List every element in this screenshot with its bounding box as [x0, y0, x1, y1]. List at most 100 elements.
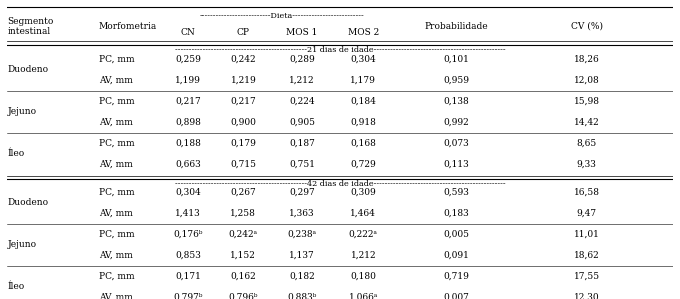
Text: 0,715: 0,715: [231, 159, 256, 169]
Text: 12,30: 12,30: [574, 293, 599, 299]
Text: 0,171: 0,171: [175, 272, 201, 281]
Text: 0,593: 0,593: [443, 188, 470, 197]
Text: MOS 1: MOS 1: [286, 28, 318, 37]
Text: 16,58: 16,58: [573, 188, 600, 197]
Text: PC, mm: PC, mm: [99, 188, 135, 197]
Text: CP: CP: [237, 28, 250, 37]
Text: 0,168: 0,168: [350, 138, 376, 147]
Text: AV, mm: AV, mm: [99, 76, 133, 85]
Text: PC, mm: PC, mm: [99, 272, 135, 281]
Text: 0,992: 0,992: [444, 118, 469, 126]
Text: PC, mm: PC, mm: [99, 55, 135, 64]
Text: 0,224: 0,224: [289, 97, 315, 106]
Text: 9,33: 9,33: [577, 159, 596, 169]
Text: 0,918: 0,918: [350, 118, 376, 126]
Text: 15,98: 15,98: [573, 97, 600, 106]
Text: 0,663: 0,663: [175, 159, 201, 169]
Text: 0,217: 0,217: [175, 97, 201, 106]
Text: 0,188: 0,188: [175, 138, 201, 147]
Text: 1,066ᵃ: 1,066ᵃ: [349, 293, 378, 299]
Text: PC, mm: PC, mm: [99, 97, 135, 106]
Text: 0,183: 0,183: [444, 209, 469, 218]
Text: 0,729: 0,729: [350, 159, 376, 169]
Text: 0,073: 0,073: [444, 138, 469, 147]
Text: 0,797ᵇ: 0,797ᵇ: [173, 293, 203, 299]
Text: 0,180: 0,180: [350, 272, 376, 281]
Text: 11,01: 11,01: [574, 230, 600, 239]
Text: 0,187: 0,187: [289, 138, 315, 147]
Text: MOS 2: MOS 2: [347, 28, 379, 37]
Text: 0,242: 0,242: [231, 55, 256, 64]
Text: 1,199: 1,199: [175, 76, 201, 85]
Text: 0,898: 0,898: [175, 118, 201, 126]
Text: 18,62: 18,62: [574, 251, 600, 260]
Text: 1,258: 1,258: [231, 209, 256, 218]
Text: 0,259: 0,259: [175, 55, 201, 64]
Text: 0,905: 0,905: [289, 118, 315, 126]
Text: Jejuno: Jejuno: [7, 107, 37, 116]
Text: ------------------------------------------------21 dias de idade----------------: ----------------------------------------…: [175, 46, 505, 54]
Text: PC, mm: PC, mm: [99, 230, 135, 239]
Text: 0,883ᵇ: 0,883ᵇ: [288, 293, 317, 299]
Text: 0,289: 0,289: [289, 55, 315, 64]
Text: 0,179: 0,179: [231, 138, 256, 147]
Text: 0,222ᵃ: 0,222ᵃ: [349, 230, 378, 239]
Text: 0,007: 0,007: [443, 293, 470, 299]
Text: 0,853: 0,853: [175, 251, 201, 260]
Text: 0,304: 0,304: [350, 55, 376, 64]
Text: 0,217: 0,217: [231, 97, 256, 106]
Text: --------------------------Dieta--------------------------: --------------------------Dieta---------…: [200, 12, 364, 20]
Text: 0,005: 0,005: [443, 230, 470, 239]
Text: PC, mm: PC, mm: [99, 138, 135, 147]
Text: 0,309: 0,309: [350, 188, 376, 197]
Text: 0,176ᵇ: 0,176ᵇ: [173, 230, 203, 239]
Text: AV, mm: AV, mm: [99, 209, 133, 218]
Text: 0,184: 0,184: [350, 97, 376, 106]
Text: 0,162: 0,162: [231, 272, 256, 281]
Text: 0,751: 0,751: [289, 159, 315, 169]
Text: 8,65: 8,65: [577, 138, 596, 147]
Text: 14,42: 14,42: [574, 118, 600, 126]
Text: 0,719: 0,719: [443, 272, 470, 281]
Text: 0,113: 0,113: [444, 159, 469, 169]
Text: ------------------------------------------------42 dias de idade----------------: ----------------------------------------…: [175, 180, 505, 188]
Text: AV, mm: AV, mm: [99, 118, 133, 126]
Text: 1,212: 1,212: [350, 251, 376, 260]
Text: AV, mm: AV, mm: [99, 251, 133, 260]
Text: Duodeno: Duodeno: [7, 65, 48, 74]
Text: 1,179: 1,179: [350, 76, 376, 85]
Text: CV (%): CV (%): [571, 22, 602, 30]
Text: 0,267: 0,267: [231, 188, 256, 197]
Text: 1,219: 1,219: [231, 76, 256, 85]
Text: Íleo: Íleo: [7, 282, 24, 291]
Text: Morfometria: Morfometria: [99, 22, 157, 30]
Text: 0,900: 0,900: [231, 118, 256, 126]
Text: 18,26: 18,26: [574, 55, 600, 64]
Text: 1,212: 1,212: [289, 76, 315, 85]
Text: 1,413: 1,413: [175, 209, 201, 218]
Text: Jejuno: Jejuno: [7, 240, 37, 249]
Text: 1,137: 1,137: [289, 251, 315, 260]
Text: Probabilidade: Probabilidade: [425, 22, 488, 30]
Text: 1,152: 1,152: [231, 251, 256, 260]
Text: 0,091: 0,091: [443, 251, 470, 260]
Text: 1,464: 1,464: [350, 209, 376, 218]
Text: 0,304: 0,304: [175, 188, 201, 197]
Text: Íleo: Íleo: [7, 149, 24, 158]
Text: 0,238ᵃ: 0,238ᵃ: [288, 230, 317, 239]
Text: AV, mm: AV, mm: [99, 159, 133, 169]
Text: 17,55: 17,55: [573, 272, 600, 281]
Text: 12,08: 12,08: [574, 76, 600, 85]
Text: intestinal: intestinal: [7, 28, 50, 36]
Text: Segmento: Segmento: [7, 17, 54, 26]
Text: 0,959: 0,959: [443, 76, 470, 85]
Text: 0,297: 0,297: [289, 188, 315, 197]
Text: Duodeno: Duodeno: [7, 199, 48, 208]
Text: 0,138: 0,138: [444, 97, 469, 106]
Text: 0,182: 0,182: [289, 272, 315, 281]
Text: AV, mm: AV, mm: [99, 293, 133, 299]
Text: 1,363: 1,363: [289, 209, 315, 218]
Text: 0,796ᵇ: 0,796ᵇ: [228, 293, 258, 299]
Text: 9,47: 9,47: [577, 209, 596, 218]
Text: 0,242ᵃ: 0,242ᵃ: [228, 230, 258, 239]
